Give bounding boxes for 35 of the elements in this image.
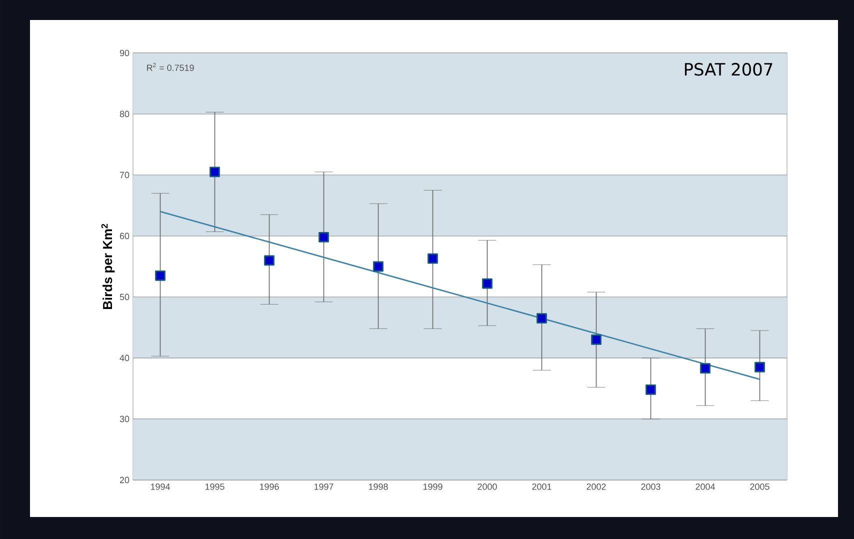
point [210,166,220,178]
x-tick-label: 2001 [532,484,552,490]
point [373,261,384,272]
x-tick-label: 2004 [696,484,715,490]
point [264,255,274,266]
x-tick-label: 1998 [368,484,388,490]
x-tick-label: 1999 [423,484,442,490]
annotation: R$^{2}$ = 0.7519 [147,62,194,71]
y-tick-label: 60 [120,232,130,240]
x-tick-label: 1997 [314,484,334,490]
y-tick-label: 50 [120,294,130,300]
annotation: PSAT 2007 [684,62,772,76]
y-tick-label: 70 [120,172,130,178]
x-tick-label: 2005 [750,484,770,490]
point [591,334,602,345]
x-tick-label: 2002 [586,484,606,490]
point [428,253,438,264]
y-tick-label: 30 [120,416,130,422]
point [646,384,656,395]
x-tick-label: 2000 [478,484,497,490]
y-tick-label: 90 [120,50,130,56]
y-axis-title: Birds per Km$^{2}$ [101,224,115,310]
point [482,278,492,289]
point [318,232,329,242]
point [155,270,166,281]
point [700,363,710,374]
x-tick-label: 1995 [205,484,224,490]
x-tick-label: 1996 [260,484,279,490]
y-tick-label: 80 [120,110,130,118]
x-tick-label: 2003 [641,484,660,490]
point [754,362,765,372]
y-tick-label: 40 [120,354,130,362]
x-tick-label: 1994 [150,484,170,490]
y-tick-label: 20 [120,476,130,484]
point [536,313,547,324]
